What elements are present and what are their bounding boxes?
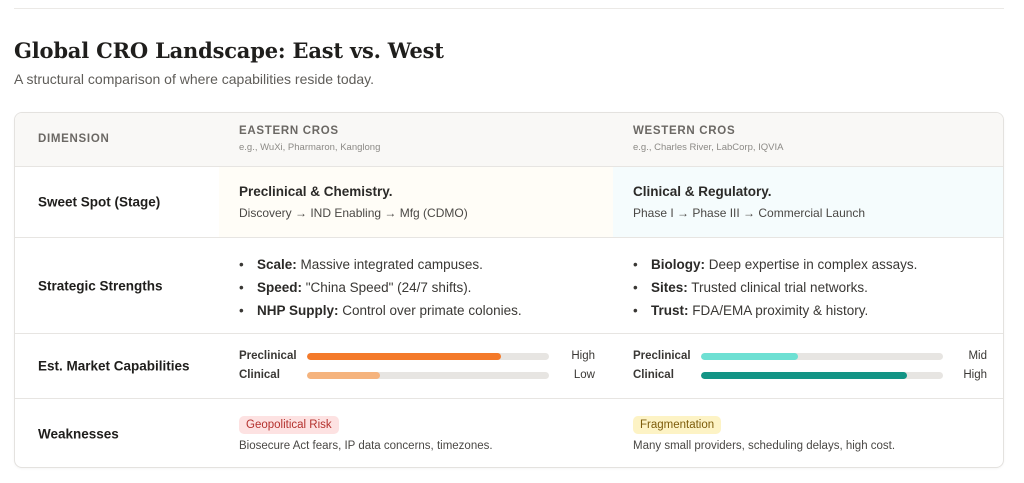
eastern-column-header: EASTERN CROS <box>239 125 339 137</box>
dimension-cell: Est. Market Capabilities <box>15 334 219 398</box>
eastern-sweet-spot-title: Preclinical & Chemistry. <box>239 184 393 199</box>
list-item: • Scale: Massive integrated campuses. <box>239 253 522 276</box>
eastern-column-examples: e.g., WuXi, Pharmaron, Kanglong <box>239 142 381 153</box>
row-label-market-capabilities: Est. Market Capabilities <box>38 358 190 374</box>
capability-bar-track <box>701 372 943 379</box>
dimension-cell: Sweet Spot (Stage) <box>15 167 219 237</box>
capability-bar-track <box>701 353 943 360</box>
capability-bar-fill <box>307 353 501 360</box>
table-row-weaknesses: Weaknesses Geopolitical Risk Biosecure A… <box>15 399 1003 467</box>
table-row-sweet-spot: Sweet Spot (Stage) Preclinical & Chemist… <box>15 167 1003 238</box>
capability-meter: Clinical High <box>633 367 987 383</box>
eastern-strengths-list: • Scale: Massive integrated campuses. • Sp… <box>239 253 522 322</box>
strength-term: NHP Supply: <box>257 303 339 318</box>
top-divider <box>14 8 1004 9</box>
row-label-weaknesses: Weaknesses <box>38 426 119 442</box>
table-row-strategic-strengths: Strategic Strengths • Scale: Massive inte… <box>15 238 1003 334</box>
page-title: Global CRO Landscape: East vs. West <box>14 38 444 63</box>
bullet-icon: • <box>633 257 638 272</box>
western-strengths-cell: • Biology: Deep expertise in complex assa… <box>613 238 1003 333</box>
strength-text: Trusted clinical trial networks. <box>687 280 868 295</box>
strength-term: Speed: <box>257 280 303 295</box>
capability-level: High <box>963 369 987 381</box>
capability-meter: Clinical Low <box>239 367 595 383</box>
list-item: • Speed: "China Speed" (24/7 shifts). <box>239 276 522 299</box>
list-item: • Trust: FDA/EMA proximity & history. <box>633 299 917 322</box>
bullet-icon: • <box>239 257 244 272</box>
capability-meter: Preclinical Mid <box>633 348 987 364</box>
row-label-sweet-spot: Sweet Spot (Stage) <box>38 194 161 210</box>
eastern-capabilities-cell: Preclinical High Clinical Low <box>219 334 613 398</box>
strength-term: Trust: <box>651 303 689 318</box>
western-sweet-spot-desc: Phase I → Phase III → Commercial Launch <box>633 206 866 220</box>
western-column-header: WESTERN CROS <box>633 125 736 137</box>
western-sweet-spot-cell: Clinical & Regulatory. Phase I → Phase I… <box>613 167 1003 237</box>
eastern-weaknesses-cell: Geopolitical Risk Biosecure Act fears, I… <box>219 399 613 467</box>
list-item: • Biology: Deep expertise in complex assa… <box>633 253 917 276</box>
strength-text: Massive integrated campuses. <box>296 257 483 272</box>
capability-bar-fill <box>701 372 907 379</box>
strength-term: Scale: <box>257 257 297 272</box>
table-row-market-capabilities: Est. Market Capabilities Preclinical Hig… <box>15 334 1003 399</box>
bullet-icon: • <box>239 303 244 318</box>
western-weakness-badge: Fragmentation <box>633 416 722 434</box>
western-weaknesses-cell: Fragmentation Many small providers, sche… <box>613 399 1003 467</box>
header-dimension-cell: DIMENSION <box>15 113 219 166</box>
strength-text: "China Speed" (24/7 shifts). <box>302 280 472 295</box>
capability-level: Low <box>573 369 595 381</box>
strength-text: Control over primate colonies. <box>338 303 522 318</box>
western-capabilities-cell: Preclinical Mid Clinical High <box>613 334 1003 398</box>
capability-bar-fill <box>701 353 798 360</box>
strength-term: Sites: <box>651 280 688 295</box>
capability-label: Clinical <box>633 369 674 381</box>
strength-term: Biology: <box>651 257 705 272</box>
page-subtitle: A structural comparison of where capabil… <box>14 71 375 87</box>
western-weakness-desc: Many small providers, scheduling delays,… <box>633 440 896 452</box>
strength-text: FDA/EMA proximity & history. <box>688 303 869 318</box>
strength-text: Deep expertise in complex assays. <box>705 257 918 272</box>
comparison-table: DIMENSION EASTERN CROS e.g., WuXi, Pharm… <box>14 112 1004 468</box>
bullet-icon: • <box>239 280 244 295</box>
capability-bar-fill <box>307 372 380 379</box>
western-column-examples: e.g., Charles River, LabCorp, IQVIA <box>633 142 784 153</box>
capability-bar-track <box>307 372 549 379</box>
dimension-column-header: DIMENSION <box>38 133 110 145</box>
eastern-sweet-spot-desc: Discovery → IND Enabling → Mfg (CDMO) <box>239 206 468 220</box>
eastern-weakness-desc: Biosecure Act fears, IP data concerns, t… <box>239 440 493 452</box>
eastern-weakness-badge: Geopolitical Risk <box>239 416 339 434</box>
capability-label: Preclinical <box>239 350 297 362</box>
eastern-sweet-spot-cell: Preclinical & Chemistry. Discovery → IND… <box>219 167 613 237</box>
eastern-strengths-cell: • Scale: Massive integrated campuses. • Sp… <box>219 238 613 333</box>
capability-label: Preclinical <box>633 350 691 362</box>
capability-label: Clinical <box>239 369 280 381</box>
header-western-cell: WESTERN CROS e.g., Charles River, LabCor… <box>613 113 1003 166</box>
header-eastern-cell: EASTERN CROS e.g., WuXi, Pharmaron, Kang… <box>219 113 613 166</box>
bullet-icon: • <box>633 303 638 318</box>
list-item: • NHP Supply: Control over primate coloni… <box>239 299 522 322</box>
row-label-strategic-strengths: Strategic Strengths <box>38 278 163 293</box>
capability-meter: Preclinical High <box>239 348 595 364</box>
western-sweet-spot-title: Clinical & Regulatory. <box>633 184 772 199</box>
bullet-icon: • <box>633 280 638 295</box>
capability-level: Mid <box>968 350 987 362</box>
capability-level: High <box>571 350 595 362</box>
western-strengths-list: • Biology: Deep expertise in complex assa… <box>633 253 917 322</box>
capability-bar-track <box>307 353 549 360</box>
dimension-cell: Strategic Strengths <box>15 238 219 333</box>
list-item: • Sites: Trusted clinical trial networks. <box>633 276 917 299</box>
dimension-cell: Weaknesses <box>15 399 219 467</box>
table-header-row: DIMENSION EASTERN CROS e.g., WuXi, Pharm… <box>15 113 1003 167</box>
